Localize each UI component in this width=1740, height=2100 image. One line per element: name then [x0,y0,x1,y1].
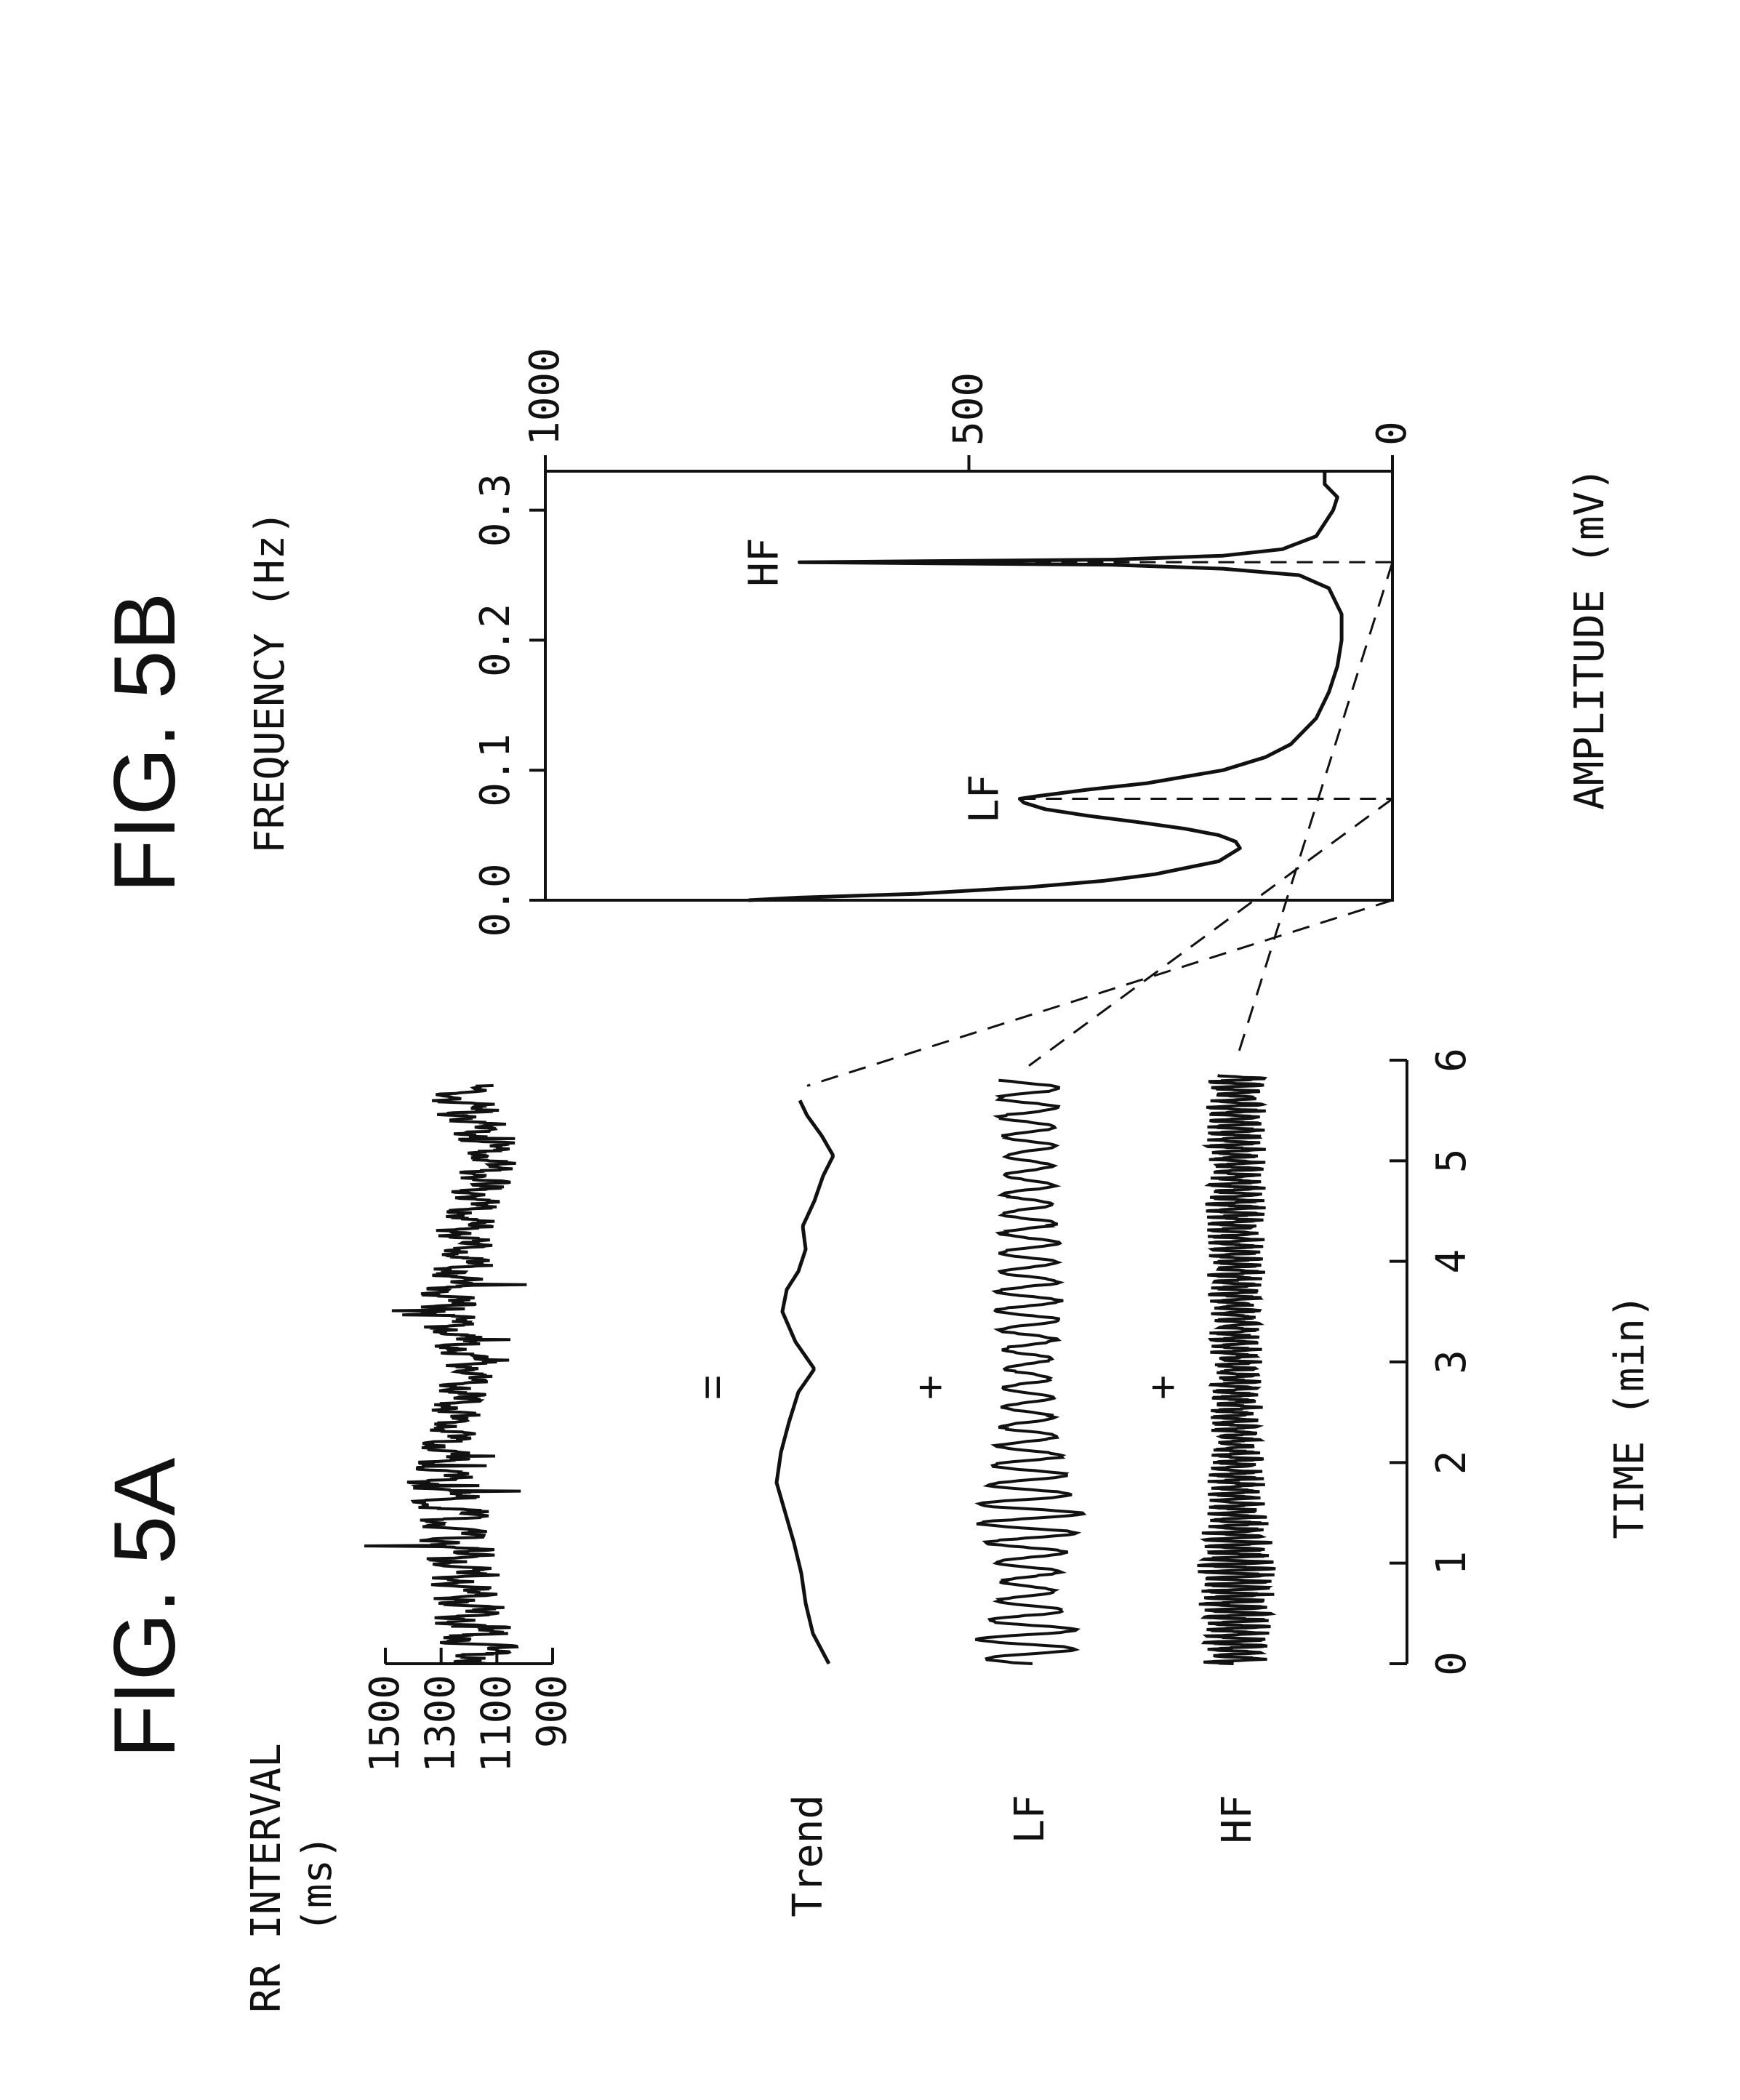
series-label-trend: Trend [785,1795,832,1917]
amplitude-tick-label: 1000 [521,348,569,446]
frequency-axis-label: FREQUENCY (Hz) [246,510,294,854]
time-axis-tick-label: 4 [1428,1249,1475,1274]
rr-y-tick-label: 1100 [473,1675,520,1773]
rr-interval-unit: (ms) [294,1835,341,1933]
fig-5a-y-axis: 150013001100900 [361,1648,576,1773]
frequency-tick-label: 0.0 [472,863,519,937]
fig-5b-spectrum-plot: 0.0 0.1 0.2 0.3 0 500 1000 LF HF [472,348,1416,937]
time-axis-tick-label: 3 [1428,1350,1475,1374]
plus-sign-1: + [906,1374,955,1400]
time-axis-label: TIME (min) [1606,1294,1653,1539]
time-axis-tick-label: 6 [1428,1048,1475,1073]
connector-line [1029,799,1392,1066]
rr-interval-label: RR INTERVAL [243,1743,290,2013]
fig-5a-title: FIG. 5A [96,1458,193,1758]
amplitude-tick-label: 500 [945,372,993,446]
connector-line [807,900,1392,1086]
fig-5b-title: FIG. 5B [96,593,193,893]
time-axis-tick-label: 2 [1428,1450,1475,1475]
amplitude-axis-label: AMPLITUDE (mV) [1566,467,1613,810]
amplitude-tick-label: 0 [1368,421,1416,446]
hf-series-line [1198,1075,1276,1664]
plus-sign-2: + [1139,1374,1187,1400]
rr-y-tick-label: 1300 [417,1675,465,1773]
equals-sign: = [688,1374,737,1400]
frequency-tick-label: 0.2 [472,604,519,677]
rr-y-tick-label: 900 [529,1675,576,1748]
spectrum-curve [749,471,1342,900]
peak-label-lf: LF [961,774,1008,823]
frequency-tick-label: 0.1 [472,734,519,807]
series-label-hf: HF [1214,1795,1261,1843]
series-label-lf: LF [1006,1795,1054,1843]
time-axis-tick-label: 5 [1428,1148,1475,1173]
frequency-tick-label: 0.3 [472,473,519,547]
fig-5a-series: Trend LF HF [364,1075,1275,1917]
panel-connector-lines [807,562,1392,1086]
lf-series-line [975,1081,1083,1664]
fig-5a-time-axis: 0 1 2 3 4 5 6 [1390,1048,1475,1676]
fig-5a-operators: = + + [688,1374,1187,1400]
connector-line [1236,562,1392,1061]
rr-interval-series-line [364,1086,526,1664]
spectrum-plot-frame [545,471,1392,900]
trend-series-line [777,1100,833,1664]
time-axis-tick-label: 1 [1428,1551,1475,1576]
rr-y-tick-label: 1500 [361,1675,409,1773]
time-axis-tick-label: 0 [1428,1651,1475,1676]
peak-label-hf: HF [741,537,788,586]
